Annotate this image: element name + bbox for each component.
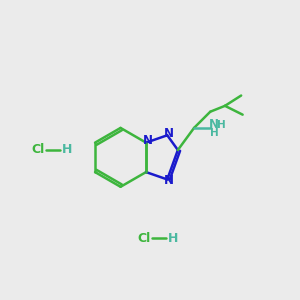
Text: Cl: Cl <box>137 232 151 245</box>
Text: H: H <box>168 232 178 245</box>
Text: H: H <box>217 120 226 130</box>
Text: N: N <box>142 134 152 147</box>
Text: N: N <box>164 127 174 140</box>
Text: H: H <box>62 143 72 157</box>
Text: H: H <box>210 128 218 138</box>
Text: Cl: Cl <box>32 143 45 157</box>
Text: N: N <box>209 118 219 131</box>
Text: N: N <box>164 174 174 188</box>
